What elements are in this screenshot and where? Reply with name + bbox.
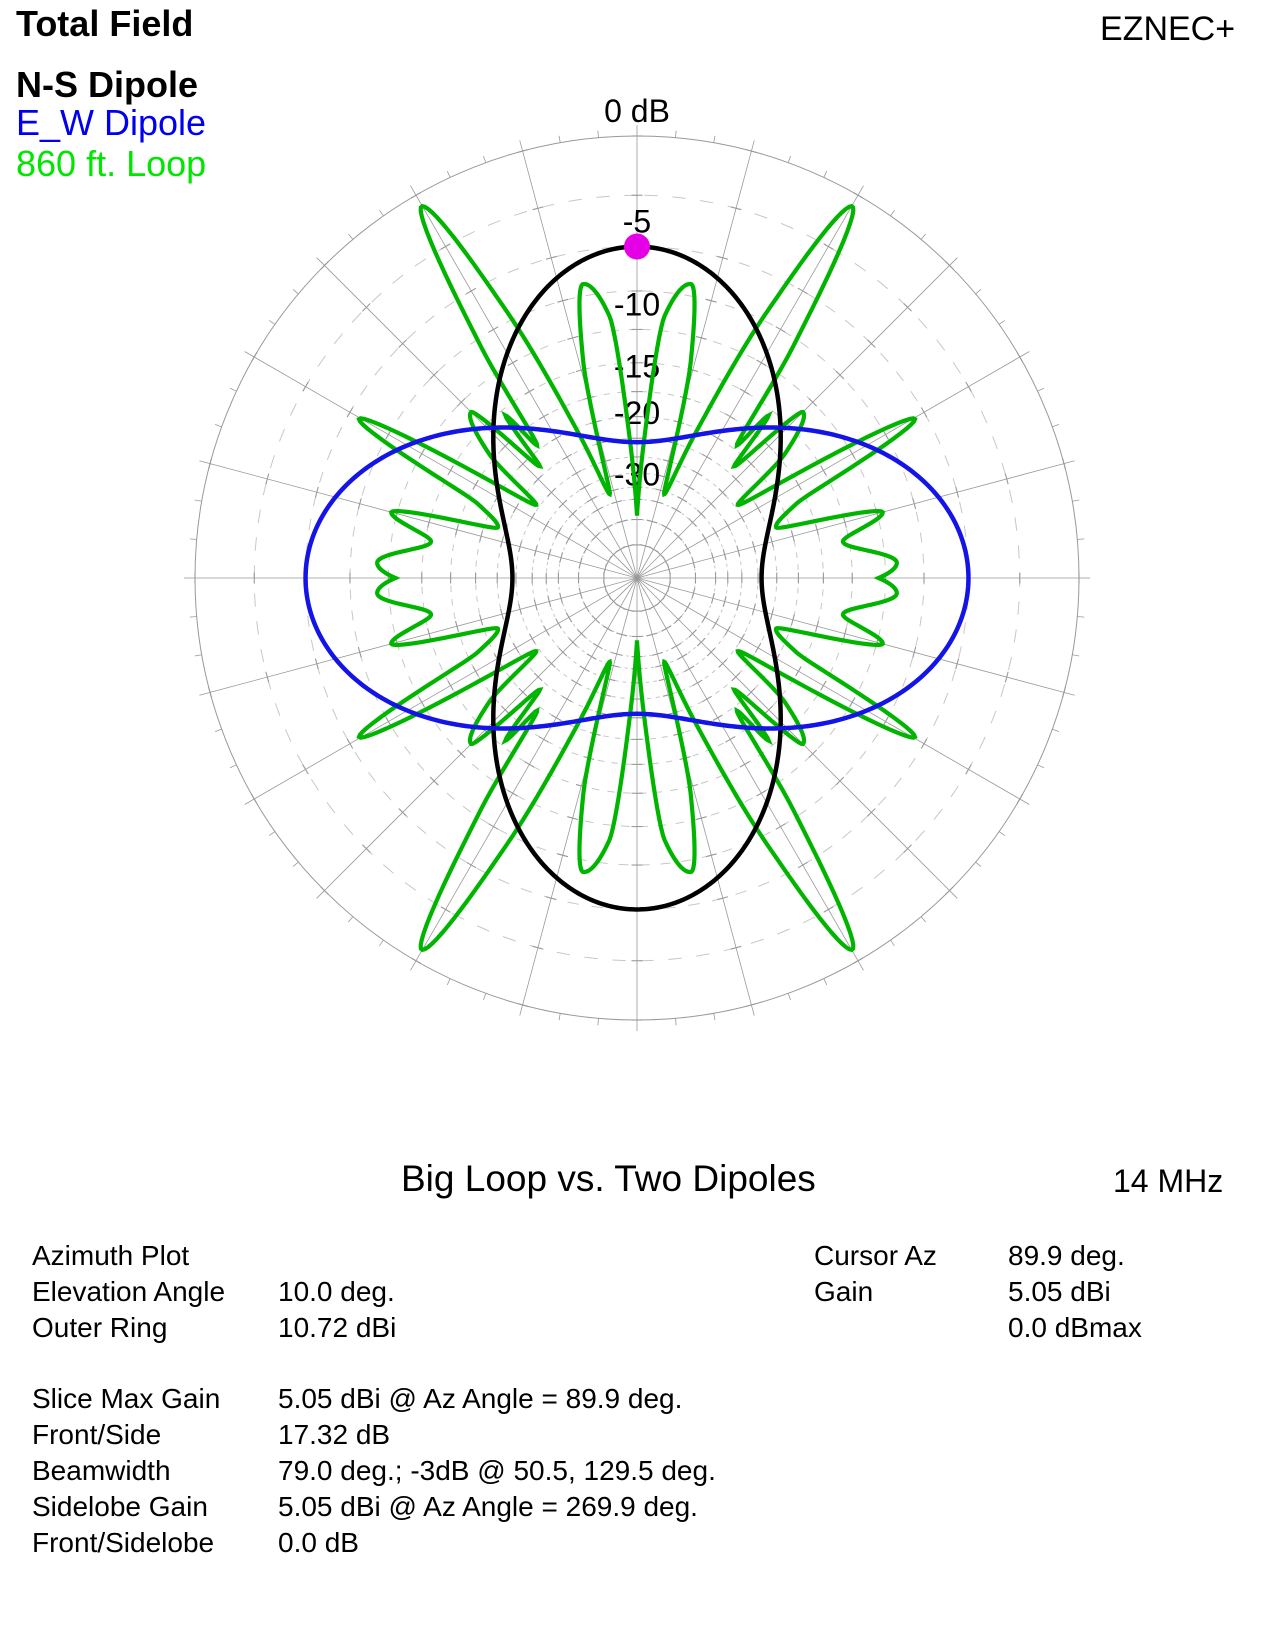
svg-text:-20: -20 [614,395,660,431]
svg-text:-10: -10 [614,286,660,322]
svg-text:0 dB: 0 dB [604,93,670,129]
